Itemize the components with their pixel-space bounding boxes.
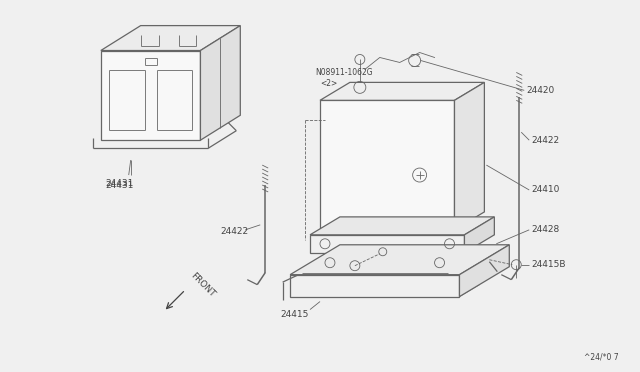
Text: <2>: <2> xyxy=(320,79,337,88)
Text: 24431: 24431 xyxy=(106,180,134,189)
Polygon shape xyxy=(460,245,509,296)
Polygon shape xyxy=(320,100,454,230)
Text: FRONT: FRONT xyxy=(189,271,216,299)
Text: 24422: 24422 xyxy=(220,227,248,236)
Polygon shape xyxy=(200,26,240,140)
Text: N08911-1062G: N08911-1062G xyxy=(315,68,372,77)
Text: 24415: 24415 xyxy=(280,310,308,319)
Text: 24410: 24410 xyxy=(531,186,559,195)
Polygon shape xyxy=(310,217,494,235)
Text: ^24/*0 7: ^24/*0 7 xyxy=(584,352,619,361)
Text: 24420: 24420 xyxy=(526,86,554,95)
Polygon shape xyxy=(290,285,479,296)
Text: 24431: 24431 xyxy=(106,179,134,187)
Polygon shape xyxy=(290,245,509,275)
Polygon shape xyxy=(101,26,240,51)
Polygon shape xyxy=(290,275,460,296)
Polygon shape xyxy=(465,217,494,253)
Text: 24415B: 24415B xyxy=(531,260,566,269)
Text: 24428: 24428 xyxy=(531,225,559,234)
Polygon shape xyxy=(310,235,465,253)
Polygon shape xyxy=(454,82,484,230)
Text: 24422: 24422 xyxy=(531,136,559,145)
Polygon shape xyxy=(101,51,200,140)
Polygon shape xyxy=(320,82,484,100)
